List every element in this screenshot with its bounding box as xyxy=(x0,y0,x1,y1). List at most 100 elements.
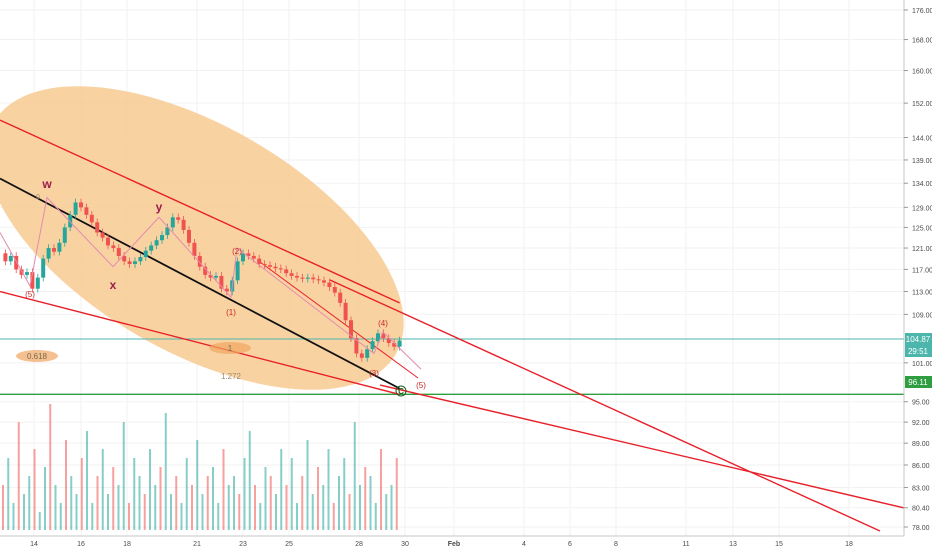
volume-bar xyxy=(364,467,367,530)
fib-label-1: 1 xyxy=(228,344,233,353)
candle-body xyxy=(181,219,186,230)
impulse-labels: (1) (2) (3) (4) (5) (5) xyxy=(25,247,426,390)
trendlines xyxy=(0,119,401,396)
candle-body xyxy=(46,248,51,259)
wave-label-1: (1) xyxy=(226,308,236,317)
volume-bar xyxy=(44,467,46,530)
volume-bar xyxy=(322,485,325,530)
volume-bar xyxy=(59,503,62,530)
candle-body xyxy=(149,245,154,251)
volume-bar xyxy=(217,503,220,530)
price-tick-label: 168.00 xyxy=(912,38,932,45)
volume-bar xyxy=(17,422,20,530)
candle-body xyxy=(35,277,40,289)
price-tick-label: 125.00 xyxy=(912,225,932,232)
volume-bar xyxy=(206,476,209,530)
volume-bar xyxy=(33,449,36,530)
price-tick-label: 83.00 xyxy=(912,486,930,493)
candle-body xyxy=(273,266,278,269)
volume-bar xyxy=(49,404,52,530)
fib-labels: 0.618 1 1.272 0 xyxy=(16,194,251,381)
volume-bar xyxy=(154,485,157,530)
candle-body xyxy=(316,279,321,281)
time-tick-label: 15 xyxy=(775,541,783,548)
time-axis-bg xyxy=(0,536,932,550)
wave-zigzag xyxy=(0,196,422,370)
volume-bar xyxy=(343,458,346,530)
candle-body xyxy=(203,266,208,275)
candle-body xyxy=(197,255,202,267)
candle-body xyxy=(235,261,240,281)
volume-bar xyxy=(7,458,10,530)
price-tick-label: 95.00 xyxy=(912,400,930,407)
volume-bar xyxy=(91,503,94,530)
candle-body xyxy=(143,250,148,258)
volume-bar xyxy=(138,476,141,530)
wave-label-5: (5) xyxy=(416,381,426,390)
candle-body xyxy=(187,229,191,243)
candle-body xyxy=(95,222,100,233)
candle-body xyxy=(392,343,397,347)
price-tick-label: 113.00 xyxy=(912,290,932,297)
volume-bar xyxy=(196,440,199,530)
volume-bar xyxy=(12,503,15,530)
candle-body xyxy=(343,302,348,321)
candle-body xyxy=(84,207,89,215)
wave-label-2: (2) xyxy=(232,247,242,256)
volume-bar xyxy=(332,503,335,530)
median-black xyxy=(0,177,401,390)
candle-body xyxy=(359,353,364,358)
level-badge xyxy=(905,376,932,388)
volume-bar xyxy=(296,503,298,530)
volume-bar xyxy=(374,503,377,530)
price-tick-label: 92.00 xyxy=(912,420,930,427)
candle-body xyxy=(251,255,256,259)
fib-label-1272: 1.272 xyxy=(221,372,242,381)
fib-label-0618: 0.618 xyxy=(27,352,48,361)
time-tick-label: 28 xyxy=(355,541,363,548)
price-tick-label: 80.40 xyxy=(912,506,930,513)
wave-label-earlier-5: (5) xyxy=(25,290,35,299)
volume-bar xyxy=(369,476,372,530)
volume-bar xyxy=(248,431,251,530)
candle-body xyxy=(365,349,370,358)
candle-body xyxy=(311,277,316,280)
candle-body xyxy=(386,338,391,344)
volume-bar xyxy=(353,422,356,530)
fib-highlight-0618 xyxy=(16,350,58,362)
candle-body xyxy=(170,217,175,228)
wave-label-w: w xyxy=(41,177,52,191)
volume-bar xyxy=(238,494,241,530)
candle-body xyxy=(332,287,337,293)
candle-body xyxy=(338,292,343,303)
volume-bar xyxy=(259,503,262,530)
candle-body xyxy=(370,341,375,350)
projection-line-a xyxy=(329,279,881,532)
candle-body xyxy=(295,275,299,278)
volume-bar xyxy=(38,512,41,530)
volume-bar xyxy=(107,494,109,530)
candle-body xyxy=(100,232,105,238)
volume-bar xyxy=(23,494,25,530)
time-tick-label: 25 xyxy=(285,541,293,548)
volume-bar xyxy=(80,458,83,530)
volume-bar xyxy=(301,476,304,530)
candle-body xyxy=(268,265,272,267)
candle-body xyxy=(41,258,46,278)
time-tick-label: 4 xyxy=(522,541,526,548)
volume-bar xyxy=(275,494,277,530)
candle-body xyxy=(89,214,94,223)
candle-body xyxy=(79,202,83,208)
volume-bar xyxy=(191,485,193,530)
time-tick-label: 18 xyxy=(845,541,853,548)
volume-bar xyxy=(380,449,382,530)
horizontal-levels xyxy=(0,338,904,396)
volume-bar xyxy=(75,494,78,530)
channel-upper xyxy=(0,119,400,304)
candle-body xyxy=(300,277,305,279)
candle-body xyxy=(154,240,159,246)
countdown-badge xyxy=(905,345,932,357)
candle-body xyxy=(284,269,289,274)
wave-label-x: x xyxy=(110,278,117,292)
